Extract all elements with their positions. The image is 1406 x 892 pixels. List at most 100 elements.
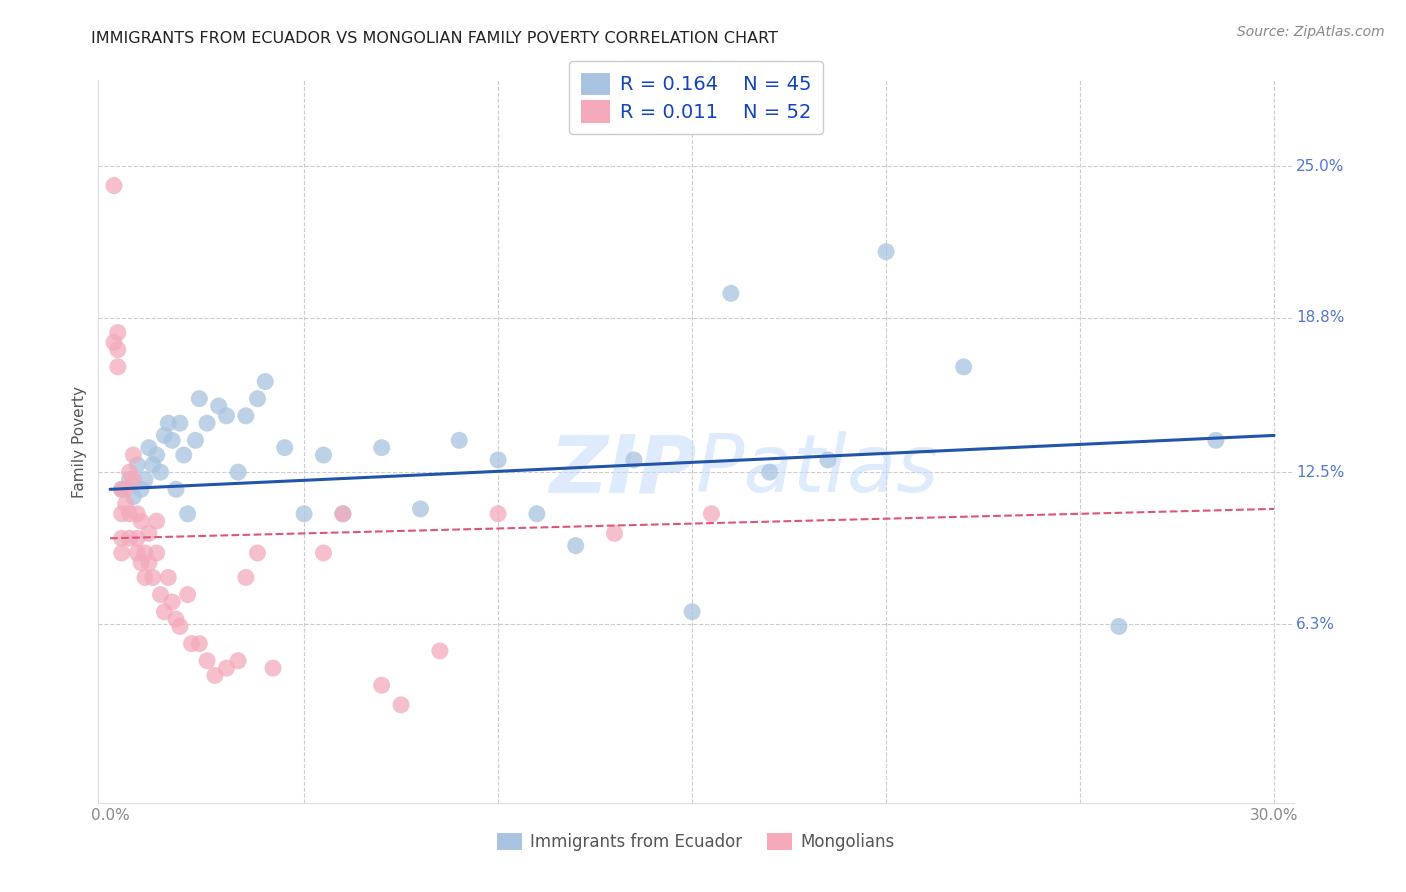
Point bbox=[129, 514, 152, 528]
Point bbox=[111, 483, 134, 497]
Point bbox=[246, 392, 269, 406]
Point bbox=[204, 668, 226, 682]
Point bbox=[226, 465, 249, 479]
Point bbox=[623, 453, 645, 467]
Point bbox=[486, 453, 509, 467]
Point bbox=[107, 326, 129, 340]
Point bbox=[127, 507, 149, 521]
Point bbox=[312, 448, 335, 462]
Point bbox=[129, 556, 152, 570]
Point bbox=[165, 612, 187, 626]
Text: Patlas: Patlas bbox=[696, 432, 939, 509]
Point bbox=[153, 428, 176, 442]
Point bbox=[312, 546, 335, 560]
Point bbox=[235, 409, 257, 423]
Point bbox=[122, 473, 145, 487]
Point bbox=[195, 416, 218, 430]
Text: 18.8%: 18.8% bbox=[1296, 310, 1344, 326]
Point bbox=[114, 483, 136, 497]
Point bbox=[681, 605, 703, 619]
Point bbox=[127, 531, 149, 545]
Point bbox=[262, 661, 284, 675]
Point bbox=[215, 409, 238, 423]
Text: IMMIGRANTS FROM ECUADOR VS MONGOLIAN FAMILY POVERTY CORRELATION CHART: IMMIGRANTS FROM ECUADOR VS MONGOLIAN FAM… bbox=[91, 31, 779, 46]
Y-axis label: Family Poverty: Family Poverty bbox=[72, 385, 87, 498]
Point bbox=[107, 343, 129, 357]
Point bbox=[127, 458, 149, 472]
Point bbox=[111, 507, 134, 521]
Point bbox=[188, 637, 211, 651]
Point bbox=[952, 359, 974, 374]
Point bbox=[292, 507, 315, 521]
Point bbox=[409, 502, 432, 516]
Point bbox=[142, 458, 165, 472]
Point bbox=[138, 556, 160, 570]
Point bbox=[370, 441, 392, 455]
Point bbox=[122, 448, 145, 462]
Text: 12.5%: 12.5% bbox=[1296, 465, 1344, 480]
Text: ZIP: ZIP bbox=[548, 432, 696, 509]
Point bbox=[145, 546, 167, 560]
Point bbox=[720, 286, 742, 301]
Point bbox=[332, 507, 354, 521]
Point bbox=[142, 570, 165, 584]
Point bbox=[332, 507, 354, 521]
Point bbox=[103, 335, 125, 350]
Point bbox=[157, 416, 180, 430]
Point bbox=[389, 698, 412, 712]
Point bbox=[122, 490, 145, 504]
Point bbox=[817, 453, 839, 467]
Point bbox=[118, 531, 141, 545]
Point bbox=[160, 434, 183, 448]
Point bbox=[173, 448, 195, 462]
Point bbox=[184, 434, 207, 448]
Point bbox=[254, 375, 277, 389]
Point bbox=[107, 359, 129, 374]
Point bbox=[176, 507, 198, 521]
Point bbox=[111, 546, 134, 560]
Point bbox=[160, 595, 183, 609]
Point bbox=[700, 507, 723, 521]
Point bbox=[138, 526, 160, 541]
Point bbox=[1108, 619, 1130, 633]
Point bbox=[127, 546, 149, 560]
Point bbox=[486, 507, 509, 521]
Point bbox=[111, 483, 134, 497]
Point bbox=[226, 654, 249, 668]
Point bbox=[111, 531, 134, 545]
Point bbox=[195, 654, 218, 668]
Point bbox=[188, 392, 211, 406]
Point bbox=[149, 588, 172, 602]
Point bbox=[169, 619, 191, 633]
Point bbox=[157, 570, 180, 584]
Point bbox=[564, 539, 586, 553]
Legend: Immigrants from Ecuador, Mongolians: Immigrants from Ecuador, Mongolians bbox=[489, 825, 903, 860]
Point bbox=[118, 465, 141, 479]
Point bbox=[165, 483, 187, 497]
Point bbox=[875, 244, 897, 259]
Text: 25.0%: 25.0% bbox=[1296, 159, 1344, 174]
Point bbox=[103, 178, 125, 193]
Point bbox=[215, 661, 238, 675]
Point bbox=[273, 441, 295, 455]
Point bbox=[145, 448, 167, 462]
Point bbox=[153, 605, 176, 619]
Point bbox=[145, 514, 167, 528]
Point bbox=[118, 507, 141, 521]
Point bbox=[370, 678, 392, 692]
Point bbox=[235, 570, 257, 584]
Point bbox=[526, 507, 548, 521]
Text: Source: ZipAtlas.com: Source: ZipAtlas.com bbox=[1237, 25, 1385, 39]
Point bbox=[149, 465, 172, 479]
Point bbox=[114, 497, 136, 511]
Point bbox=[603, 526, 626, 541]
Point bbox=[1205, 434, 1227, 448]
Point bbox=[449, 434, 471, 448]
Point bbox=[176, 588, 198, 602]
Point bbox=[129, 483, 152, 497]
Point bbox=[758, 465, 780, 479]
Point bbox=[169, 416, 191, 430]
Point bbox=[134, 546, 156, 560]
Point bbox=[429, 644, 451, 658]
Point bbox=[246, 546, 269, 560]
